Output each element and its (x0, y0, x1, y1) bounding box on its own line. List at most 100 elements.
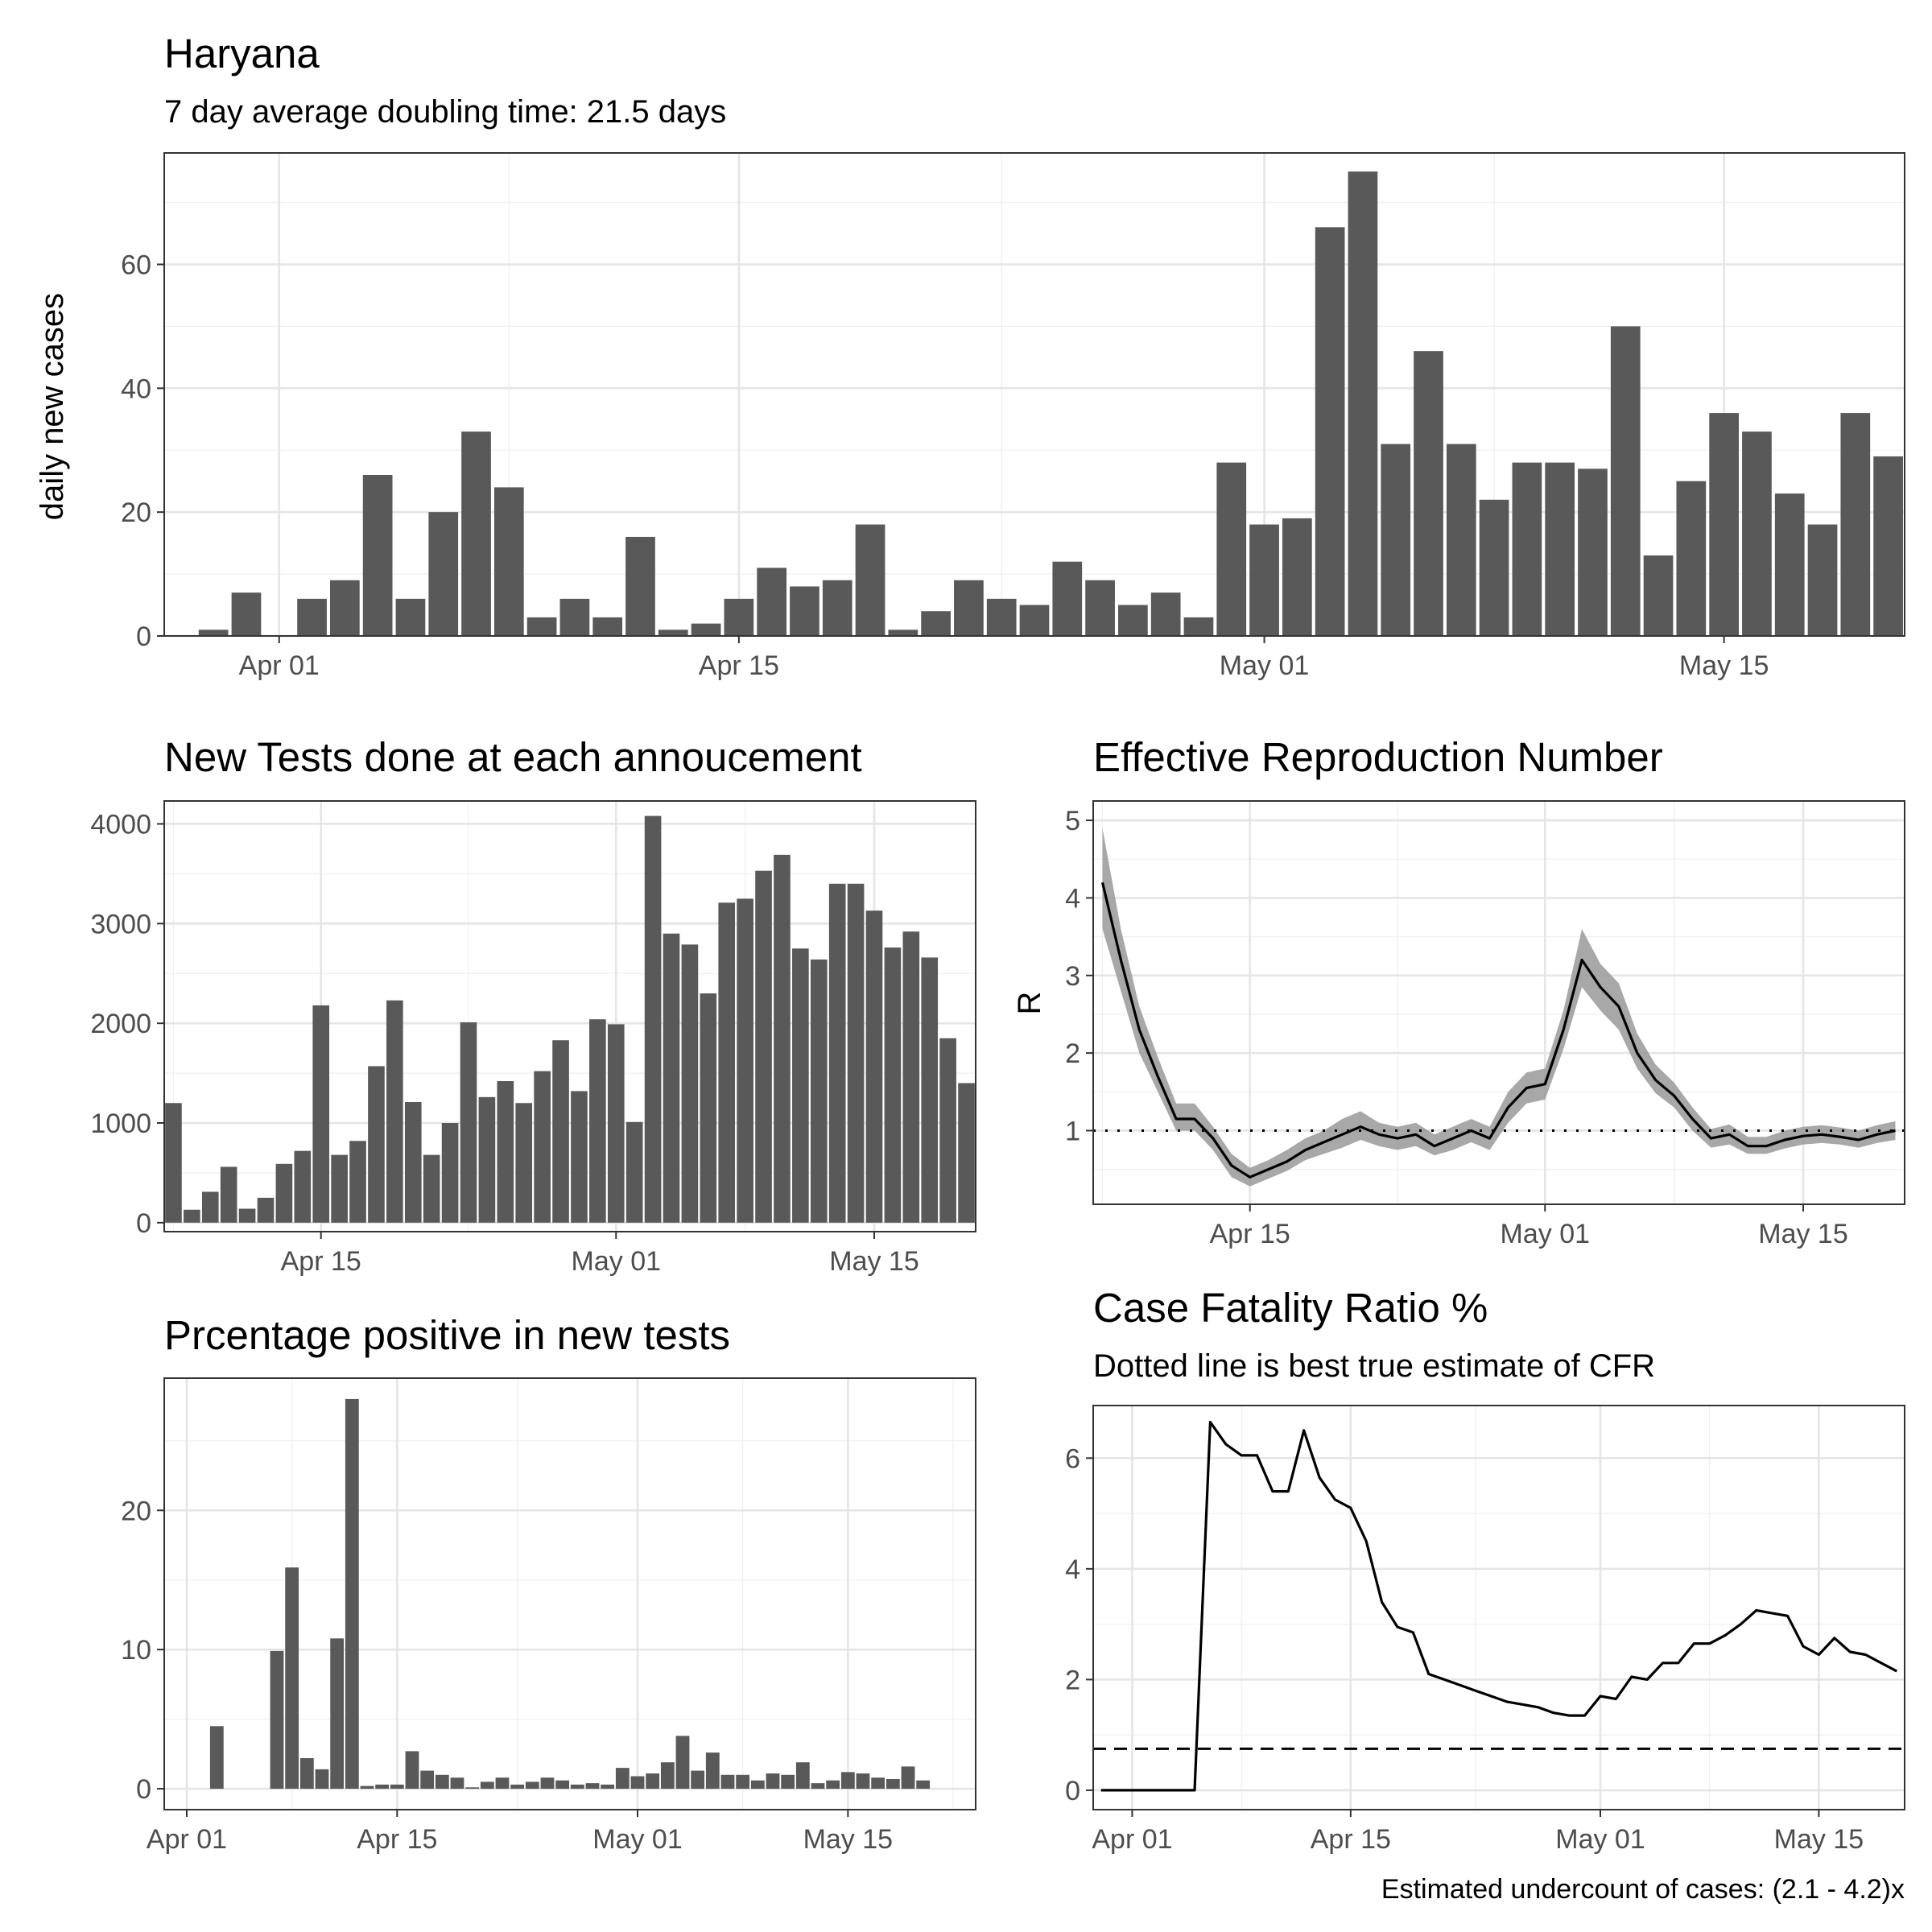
positivity-bar (736, 1774, 750, 1790)
tests-bar (294, 1150, 312, 1223)
tests-bar (792, 948, 809, 1223)
tests-bar (718, 902, 736, 1223)
cfr-subtitle: Dotted line is best true estimate of CFR (1093, 1348, 1655, 1384)
cases-panel-border (163, 152, 1905, 637)
positivity-bar (615, 1768, 630, 1790)
positivity-bar (555, 1780, 570, 1790)
cases-y-tick-label: 20 (121, 497, 151, 528)
tests-bar (774, 854, 791, 1223)
tests-bar (238, 1208, 256, 1223)
tests-title: New Tests done at each annoucement (164, 734, 862, 780)
cases-bar (1578, 469, 1608, 636)
cases-x-tick-label: May 01 (1220, 650, 1310, 681)
positivity-bar (811, 1783, 825, 1790)
tests-bar (368, 1066, 385, 1223)
cases-bar (625, 536, 655, 636)
cfr-series-line (1100, 1421, 1898, 1792)
positivity-bar (766, 1773, 780, 1790)
positivity-bar (360, 1785, 374, 1790)
tests-bar (312, 1005, 330, 1223)
cases-bar (724, 598, 754, 636)
tests-bar (681, 944, 699, 1223)
positivity-bar (795, 1762, 810, 1790)
tests-x-tick-label: May 01 (572, 1246, 662, 1277)
tests-bar (865, 910, 883, 1223)
cases-x-tick-label: Apr 01 (239, 650, 320, 681)
tests-bar (423, 1154, 440, 1223)
cfr-y-tick-label: 6 (1065, 1443, 1080, 1474)
positivity-bar (720, 1774, 735, 1790)
cases-bar (231, 592, 262, 636)
positivity-bar (886, 1778, 900, 1790)
positivity-x-tick-label: May 01 (592, 1824, 683, 1855)
positivity-bar (209, 1726, 224, 1790)
cases-bar (1545, 462, 1575, 636)
rt-x-tick-label: Apr 15 (1210, 1219, 1290, 1249)
tests-y-tick-label: 0 (136, 1208, 151, 1239)
positivity-plot-background (164, 1378, 976, 1810)
positivity-bar (390, 1784, 404, 1790)
positivity-y-tick-label: 0 (136, 1774, 151, 1805)
cases-bar (1610, 326, 1641, 636)
tests-bar (663, 933, 680, 1223)
rt-y-tick-label: 4 (1065, 883, 1080, 914)
cases-y-tick-label: 0 (136, 621, 151, 652)
rt-data-layer (1093, 828, 1905, 1187)
positivity-y-tick-label: 20 (121, 1496, 151, 1526)
cases-bar (658, 630, 688, 636)
cases-y-axis-label: daily new cases (35, 293, 70, 520)
tests-bar (847, 883, 865, 1223)
tests-bar (958, 1083, 975, 1223)
cases-title: Haryana (164, 31, 320, 76)
tests-bar (257, 1197, 275, 1223)
cfr-panel: 0 2 4 6 Apr 01 Apr 15 May 01 May 15 (1065, 1405, 1905, 1855)
rt-title: Effective Reproduction Number (1093, 734, 1663, 780)
cases-bar (1873, 456, 1903, 636)
tests-bar (184, 1209, 200, 1223)
cfr-y-tick-label: 4 (1065, 1554, 1080, 1585)
cases-bar (1150, 592, 1181, 636)
cases-bar (1676, 481, 1707, 636)
tests-bar (497, 1080, 514, 1223)
cases-bar (1315, 227, 1345, 636)
cases-x-tick-label: Apr 15 (699, 650, 779, 681)
tests-bar (220, 1166, 237, 1223)
tests-bar (552, 1040, 569, 1223)
cases-x-tick-label: May 15 (1679, 650, 1769, 681)
tests-y-tick-label: 4000 (90, 809, 151, 840)
tests-y-tick-label: 2000 (90, 1009, 151, 1039)
cases-bar (1118, 605, 1148, 636)
tests-bar (404, 1102, 422, 1223)
cfr-x-tick-label: Apr 01 (1092, 1824, 1172, 1855)
positivity-bar (480, 1781, 494, 1790)
cases-bar (592, 617, 623, 636)
rt-confidence-band (1102, 828, 1896, 1187)
tests-bar (700, 993, 717, 1223)
cfr-caption: Estimated undercount of cases: (2.1 - 4.… (1381, 1874, 1905, 1905)
positivity-bar (750, 1780, 765, 1790)
cases-bar (1381, 444, 1411, 636)
cases-bar (526, 617, 557, 636)
cases-bar (921, 611, 951, 636)
cases-bar (493, 487, 524, 636)
positivity-bar (375, 1784, 390, 1790)
tests-x-tick-label: May 15 (829, 1246, 919, 1277)
cases-bar (1249, 524, 1279, 636)
positivity-bar (916, 1780, 931, 1790)
cfr-data-layer (1093, 1421, 1905, 1792)
tests-bar (478, 1096, 496, 1223)
cases-bar (1282, 518, 1312, 636)
tests-bar (607, 1024, 625, 1223)
rt-y-tick-label: 3 (1065, 961, 1080, 992)
rt-panel-border (1092, 800, 1905, 1205)
cases-bar (822, 580, 852, 636)
positivity-bar (285, 1567, 299, 1790)
cfr-x-tick-label: Apr 15 (1311, 1824, 1391, 1855)
cases-bar (1052, 561, 1083, 636)
positivity-y-tick-label: 10 (121, 1635, 151, 1666)
positivity-bar (585, 1783, 600, 1790)
positivity-bar (570, 1784, 584, 1790)
positivity-bar (705, 1752, 720, 1790)
tests-bar (386, 1000, 403, 1223)
tests-bar (571, 1091, 588, 1223)
